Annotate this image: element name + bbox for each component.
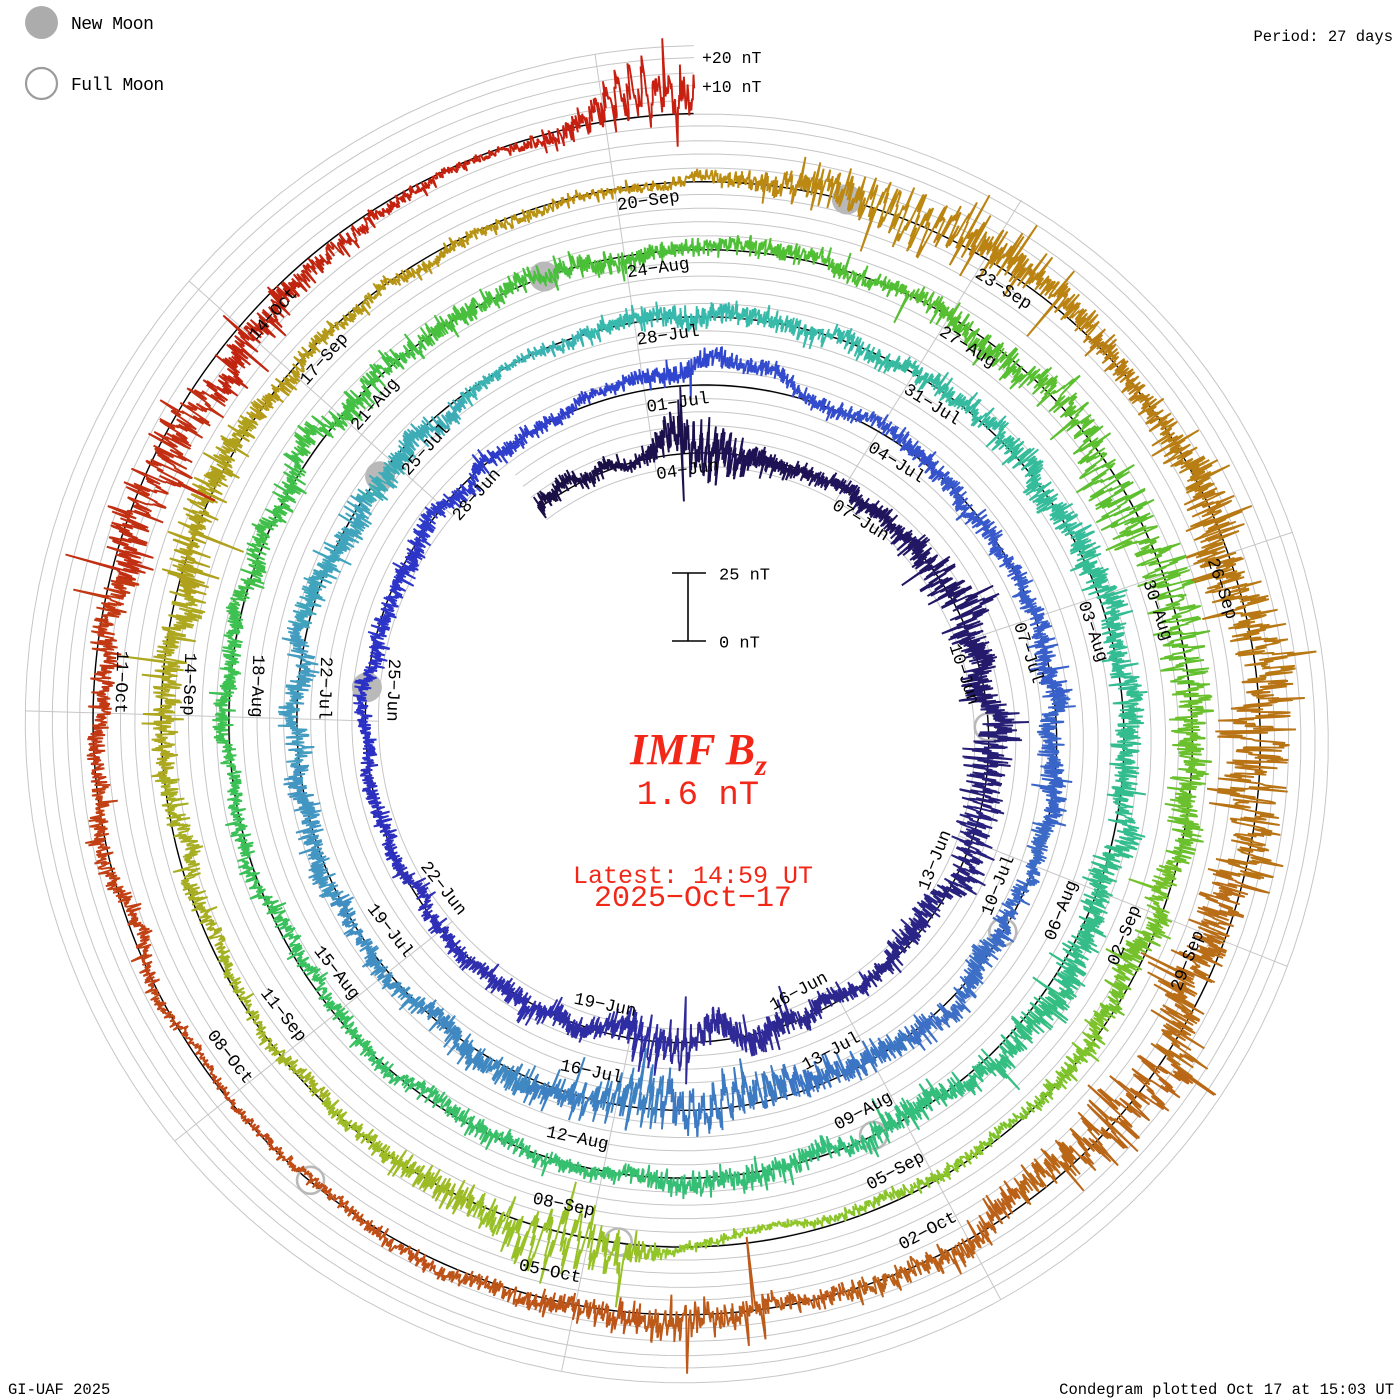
svg-text:22−Jul: 22−Jul [313,656,335,720]
svg-text:11−Oct: 11−Oct [109,650,131,714]
svg-text:Period: 27 days: Period: 27 days [1253,28,1393,46]
svg-text:25 nT: 25 nT [719,567,770,586]
svg-text:+10 nT: +10 nT [702,78,762,97]
svg-text:Full Moon: Full Moon [71,76,164,96]
svg-text:14−Sep: 14−Sep [177,652,199,716]
svg-text:IMF Bz: IMF Bz [629,725,767,782]
svg-text:Condegram plotted Oct 17 at 15: Condegram plotted Oct 17 at 15:03 UT [1059,1381,1394,1399]
svg-text:Latest: 14:59 UT: Latest: 14:59 UT [573,862,813,891]
svg-text:18−Aug: 18−Aug [245,654,267,718]
svg-text:25−Jun: 25−Jun [381,658,403,722]
svg-text:+20 nT: +20 nT [702,49,762,68]
svg-text:0 nT: 0 nT [719,635,760,654]
svg-text:2025−Oct−17: 2025−Oct−17 [594,882,792,916]
svg-text:1.6 nT: 1.6 nT [637,777,759,815]
svg-text:GI-UAF 2025: GI-UAF 2025 [8,1381,110,1399]
svg-text:New Moon: New Moon [71,15,153,35]
